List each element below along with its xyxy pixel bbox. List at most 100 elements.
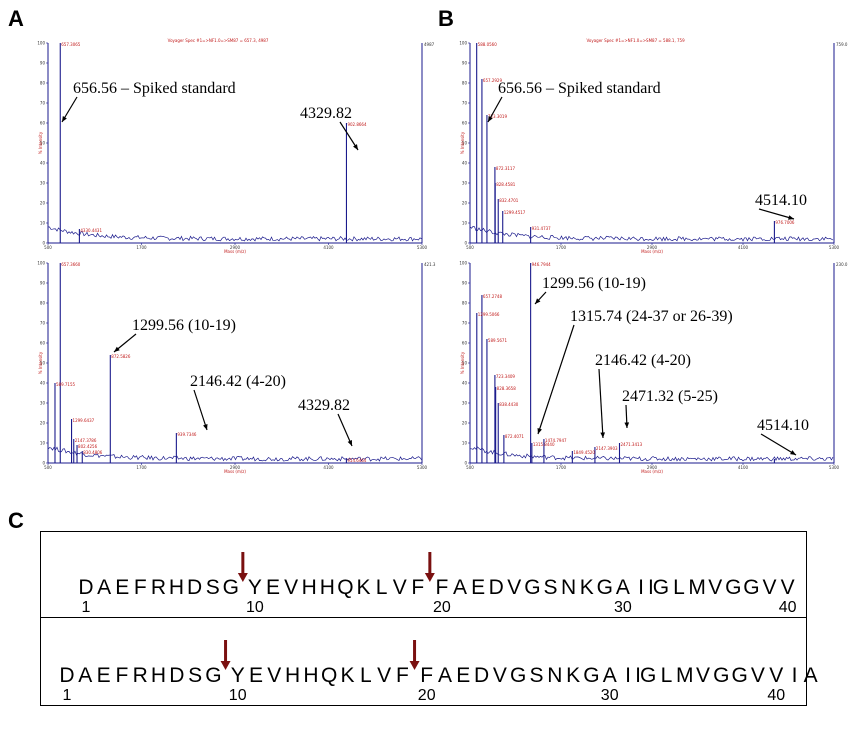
residue-number: 40 bbox=[779, 599, 797, 616]
x-tick-label: 500 bbox=[44, 245, 52, 250]
residue: K bbox=[580, 576, 594, 599]
annotation-arrowhead bbox=[600, 432, 606, 438]
x-tick-label: 1700 bbox=[556, 245, 567, 250]
y-tick-label: 50 bbox=[462, 361, 468, 366]
y-tick-label: 10 bbox=[462, 441, 468, 446]
residue: H bbox=[320, 576, 335, 599]
residue: N bbox=[561, 576, 576, 599]
residue: I bbox=[792, 664, 798, 687]
peak-label: 902.8664 bbox=[347, 122, 367, 127]
x-tick-label: 4100 bbox=[738, 465, 749, 470]
residue: V bbox=[751, 664, 765, 687]
residue: V bbox=[393, 576, 407, 599]
residue: I bbox=[625, 664, 631, 687]
residue: F bbox=[396, 664, 409, 687]
residue: L bbox=[360, 664, 372, 687]
residue: R bbox=[151, 576, 166, 599]
y-tick-label: 30 bbox=[462, 181, 468, 186]
peak-annotation: 1315.74 (24-37 or 26-39) bbox=[570, 308, 733, 325]
y-tick-label: 30 bbox=[462, 401, 468, 406]
y-tick-label: 50 bbox=[40, 361, 46, 366]
y-tick-label: 90 bbox=[462, 61, 468, 66]
y-tick-label: 90 bbox=[40, 281, 46, 286]
peak-label: 954.6464 bbox=[347, 458, 367, 463]
x-axis-title: Mass (m/z) bbox=[641, 469, 663, 474]
y-tick-label: 60 bbox=[40, 341, 46, 346]
peak-annotation: 4514.10 bbox=[755, 192, 807, 209]
residue: E bbox=[471, 576, 485, 599]
residue: G bbox=[713, 664, 729, 687]
y-tick-label: 10 bbox=[462, 221, 468, 226]
y-tick-label: 10 bbox=[40, 441, 46, 446]
residue: Y bbox=[248, 576, 262, 599]
x-tick-label: 500 bbox=[466, 245, 474, 250]
y-tick-label: 0 bbox=[42, 461, 45, 466]
peak-label: 723.3019 bbox=[488, 114, 508, 119]
annotation-arrowhead bbox=[353, 144, 358, 150]
sequence-figure: D A E F R H D S G Y E V H H Q K L V F F A E D V G S N K G A I IG L M V G G V V… bbox=[59, 552, 818, 704]
residue: V bbox=[284, 576, 298, 599]
panel-label-b: B bbox=[438, 6, 454, 31]
y-tick-label: 100 bbox=[459, 41, 467, 46]
peak-label: 838.4430 bbox=[499, 402, 519, 407]
residue-number: 1 bbox=[63, 687, 72, 704]
residue: F bbox=[115, 664, 128, 687]
annotation-arrow-line bbox=[537, 324, 575, 435]
residue: M bbox=[688, 576, 706, 599]
x-tick-label: 2900 bbox=[230, 465, 241, 470]
residue: L bbox=[376, 576, 388, 599]
annotation-arrow-line bbox=[760, 433, 797, 456]
residue: H bbox=[285, 664, 300, 687]
residue: D bbox=[169, 664, 184, 687]
max-intensity-label: 421.3 bbox=[424, 262, 436, 267]
peak-label: 1299.5066 bbox=[478, 312, 500, 317]
residue: V bbox=[769, 664, 783, 687]
y-tick-label: 0 bbox=[464, 241, 467, 246]
x-tick-label: 1700 bbox=[556, 465, 567, 470]
residue: S bbox=[206, 576, 220, 599]
residue: E bbox=[456, 664, 470, 687]
peak-label: 2471.3413 bbox=[620, 442, 642, 447]
residue: V bbox=[696, 664, 710, 687]
y-tick-label: 80 bbox=[462, 81, 468, 86]
residue-number: 1 bbox=[82, 599, 91, 616]
x-tick-label: 2900 bbox=[647, 465, 658, 470]
residue: G bbox=[205, 664, 221, 687]
peak-label: 657.3065 bbox=[61, 42, 81, 47]
annotation-arrowhead bbox=[788, 215, 794, 220]
y-tick-label: 20 bbox=[462, 201, 468, 206]
residue: I bbox=[638, 576, 644, 599]
y-tick-label: 40 bbox=[40, 161, 46, 166]
peak-label: 589.7155 bbox=[56, 382, 76, 387]
residue: H bbox=[303, 664, 318, 687]
max-intensity-label: 759.0 bbox=[836, 42, 848, 47]
residue: D bbox=[78, 576, 93, 599]
annotation-arrowhead bbox=[347, 440, 352, 446]
peak-annotation: 4329.82 bbox=[300, 105, 352, 122]
spectrum-b-top: Voyager Spec #1=>NF1.0=>SM87 = 588.1, 75… bbox=[459, 38, 848, 254]
y-axis-title: % Intensity bbox=[460, 131, 465, 154]
peak-label: 1849.4520 bbox=[573, 450, 595, 455]
y-tick-label: 60 bbox=[462, 121, 468, 126]
peak-label: 802.4256 bbox=[78, 444, 98, 449]
peak-label: 872.5826 bbox=[111, 354, 131, 359]
peak-annotation: 1299.56 (10-19) bbox=[542, 275, 646, 292]
annotation-arrowhead bbox=[488, 116, 493, 122]
peak-label: 872.4071 bbox=[505, 434, 525, 439]
y-tick-label: 80 bbox=[40, 301, 46, 306]
peak-label: 828.4581 bbox=[496, 182, 516, 187]
peak-label: 2147.3786 bbox=[75, 438, 97, 443]
residue-number: 20 bbox=[433, 599, 451, 616]
residue-number: 20 bbox=[418, 687, 436, 704]
spectrum-header: Voyager Spec #1=>NF1.0=>SM87 = 657.3, 49… bbox=[168, 38, 269, 43]
peak-label: 830.4806 bbox=[83, 450, 103, 455]
residue: D bbox=[187, 576, 202, 599]
y-tick-label: 40 bbox=[40, 381, 46, 386]
residue: A bbox=[438, 664, 452, 687]
y-axis-title: % Intensity bbox=[38, 131, 43, 154]
peak-label: 931.4737 bbox=[532, 226, 552, 231]
residue: A bbox=[97, 576, 111, 599]
spectrum-header: Voyager Spec #1=>NF1.0=>SM87 = 588.1, 75… bbox=[586, 38, 685, 43]
